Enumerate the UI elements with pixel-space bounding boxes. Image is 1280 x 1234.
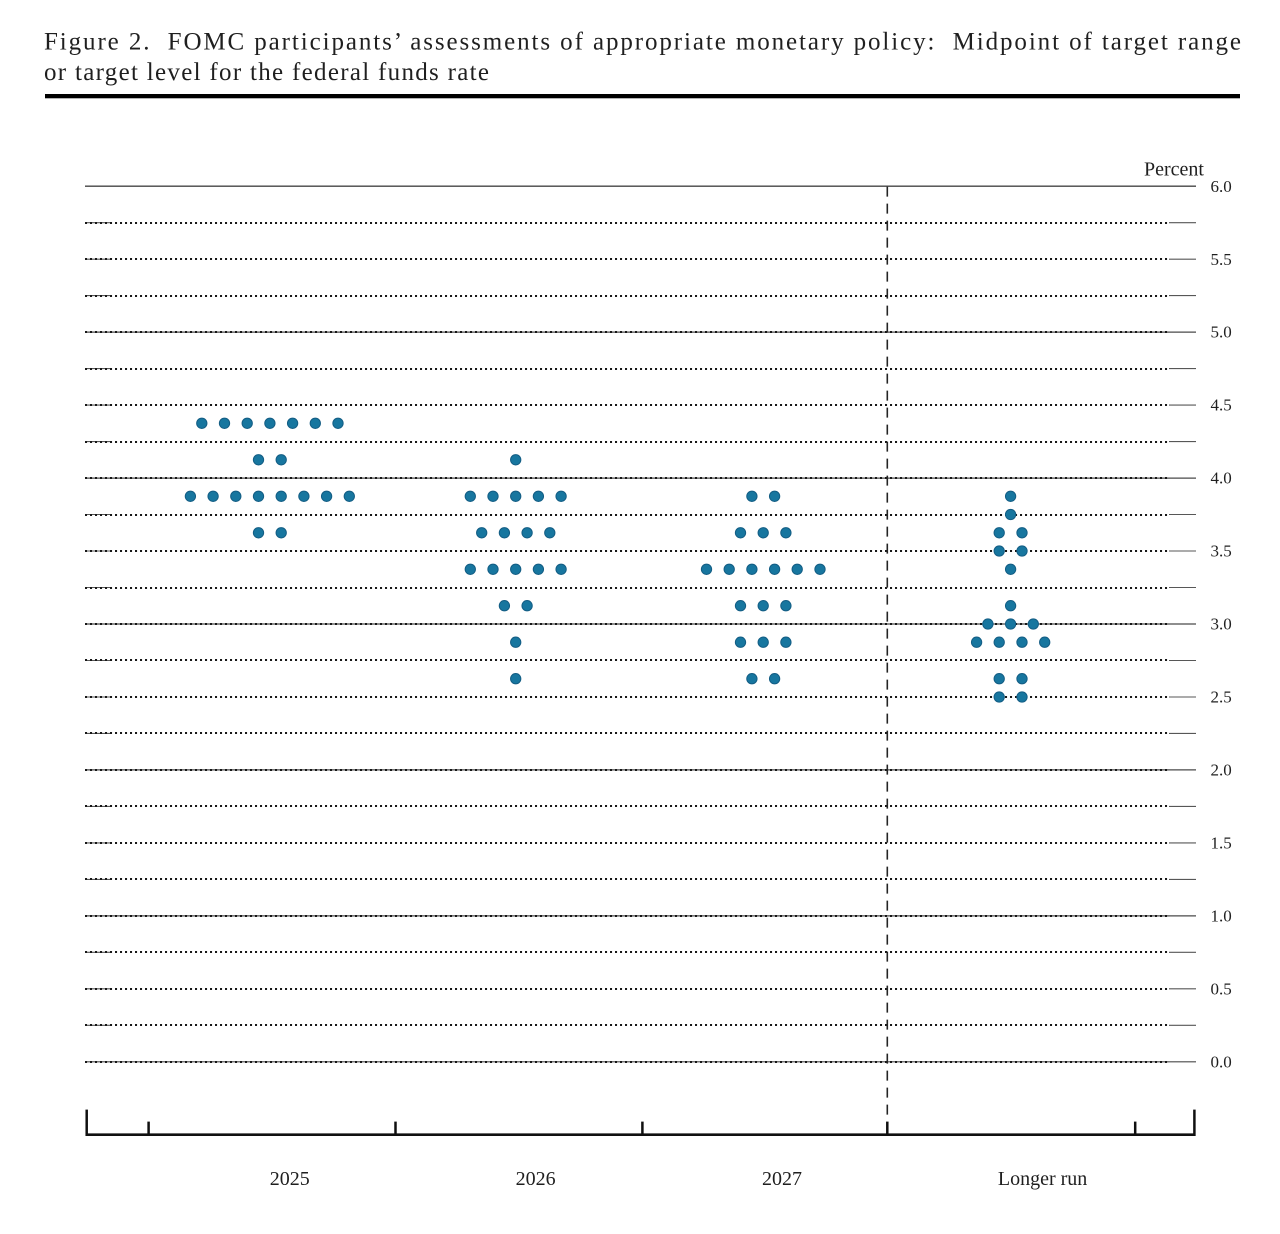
svg-text:4.0: 4.0 bbox=[1211, 469, 1232, 488]
svg-text:0.5: 0.5 bbox=[1211, 979, 1232, 998]
svg-text:2.0: 2.0 bbox=[1211, 761, 1232, 780]
svg-text:or target level for the federa: or target level for the federal funds ra… bbox=[44, 59, 489, 86]
svg-text:Longer run: Longer run bbox=[998, 1168, 1087, 1190]
svg-text:1.0: 1.0 bbox=[1211, 907, 1232, 926]
svg-text:5.0: 5.0 bbox=[1211, 323, 1232, 342]
svg-text:2027: 2027 bbox=[762, 1168, 802, 1190]
svg-text:Figure 2. FOMC participants’: Figure 2. FOMC participants’ assessments… bbox=[44, 29, 1241, 56]
svg-text:4.5: 4.5 bbox=[1211, 396, 1232, 415]
svg-text:2026: 2026 bbox=[516, 1168, 556, 1190]
svg-text:2025: 2025 bbox=[270, 1168, 310, 1190]
svg-text:2.5: 2.5 bbox=[1211, 688, 1232, 707]
svg-text:3.5: 3.5 bbox=[1211, 542, 1232, 561]
svg-text:3.0: 3.0 bbox=[1211, 615, 1232, 634]
svg-text:0.0: 0.0 bbox=[1211, 1052, 1232, 1071]
svg-text:Percent: Percent bbox=[1144, 159, 1204, 181]
svg-text:6.0: 6.0 bbox=[1211, 177, 1232, 196]
svg-text:1.5: 1.5 bbox=[1211, 834, 1232, 853]
svg-text:5.5: 5.5 bbox=[1211, 250, 1232, 269]
